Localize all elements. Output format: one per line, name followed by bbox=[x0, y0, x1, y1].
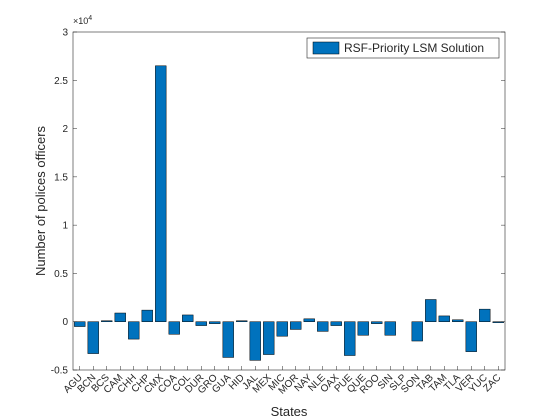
bar bbox=[371, 321, 383, 324]
y-tick-label: 2.5 bbox=[54, 76, 68, 87]
bar bbox=[101, 320, 113, 322]
bar bbox=[168, 321, 180, 335]
y-multiplier-power: 4 bbox=[88, 15, 92, 22]
bar bbox=[479, 308, 491, 322]
y-tick-label: 0 bbox=[62, 317, 68, 328]
bar bbox=[236, 320, 248, 322]
bar bbox=[384, 321, 396, 336]
bar bbox=[209, 321, 221, 324]
legend-swatch bbox=[312, 41, 340, 55]
y-tick-label: 3 bbox=[62, 28, 68, 39]
bar bbox=[182, 314, 194, 322]
bar bbox=[87, 321, 99, 354]
y-tick-label: 2 bbox=[62, 124, 68, 135]
bar bbox=[303, 318, 315, 322]
bar bbox=[74, 321, 86, 327]
bar bbox=[276, 321, 288, 337]
y-multiplier-base: ×10 bbox=[73, 16, 88, 26]
bar bbox=[438, 315, 450, 322]
legend-label: RSF-Priority LSM Solution bbox=[344, 41, 484, 55]
bar bbox=[465, 321, 477, 352]
bar bbox=[222, 321, 234, 358]
bar bbox=[195, 321, 207, 326]
bar bbox=[141, 309, 153, 322]
y-tick-label: 1.5 bbox=[54, 172, 68, 183]
bar bbox=[344, 321, 356, 356]
bar bbox=[155, 65, 167, 322]
y-tick-label: -0.5 bbox=[51, 366, 69, 377]
axes-box bbox=[72, 31, 506, 371]
bar bbox=[128, 321, 140, 340]
bar bbox=[290, 321, 302, 330]
bar bbox=[452, 319, 464, 322]
bar bbox=[249, 321, 261, 361]
y-tick-label: 0.5 bbox=[54, 269, 68, 280]
y-multiplier: ×104 bbox=[73, 15, 92, 26]
bar bbox=[425, 299, 437, 322]
x-axis-label: States bbox=[271, 404, 308, 419]
bar bbox=[330, 321, 342, 326]
y-tick-label: 1 bbox=[62, 221, 68, 232]
bar bbox=[263, 321, 275, 355]
bar bbox=[317, 321, 329, 332]
legend-box bbox=[306, 37, 500, 59]
bar bbox=[357, 321, 369, 336]
y-axis-label: Number of polices officers bbox=[33, 125, 48, 276]
bar bbox=[114, 312, 126, 322]
bar bbox=[411, 321, 423, 342]
bar bbox=[492, 321, 504, 323]
